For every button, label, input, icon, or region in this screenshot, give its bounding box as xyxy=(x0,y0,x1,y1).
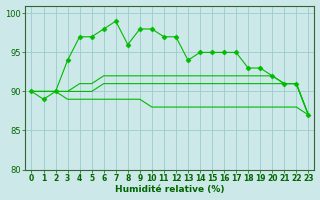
X-axis label: Humidité relative (%): Humidité relative (%) xyxy=(115,185,225,194)
